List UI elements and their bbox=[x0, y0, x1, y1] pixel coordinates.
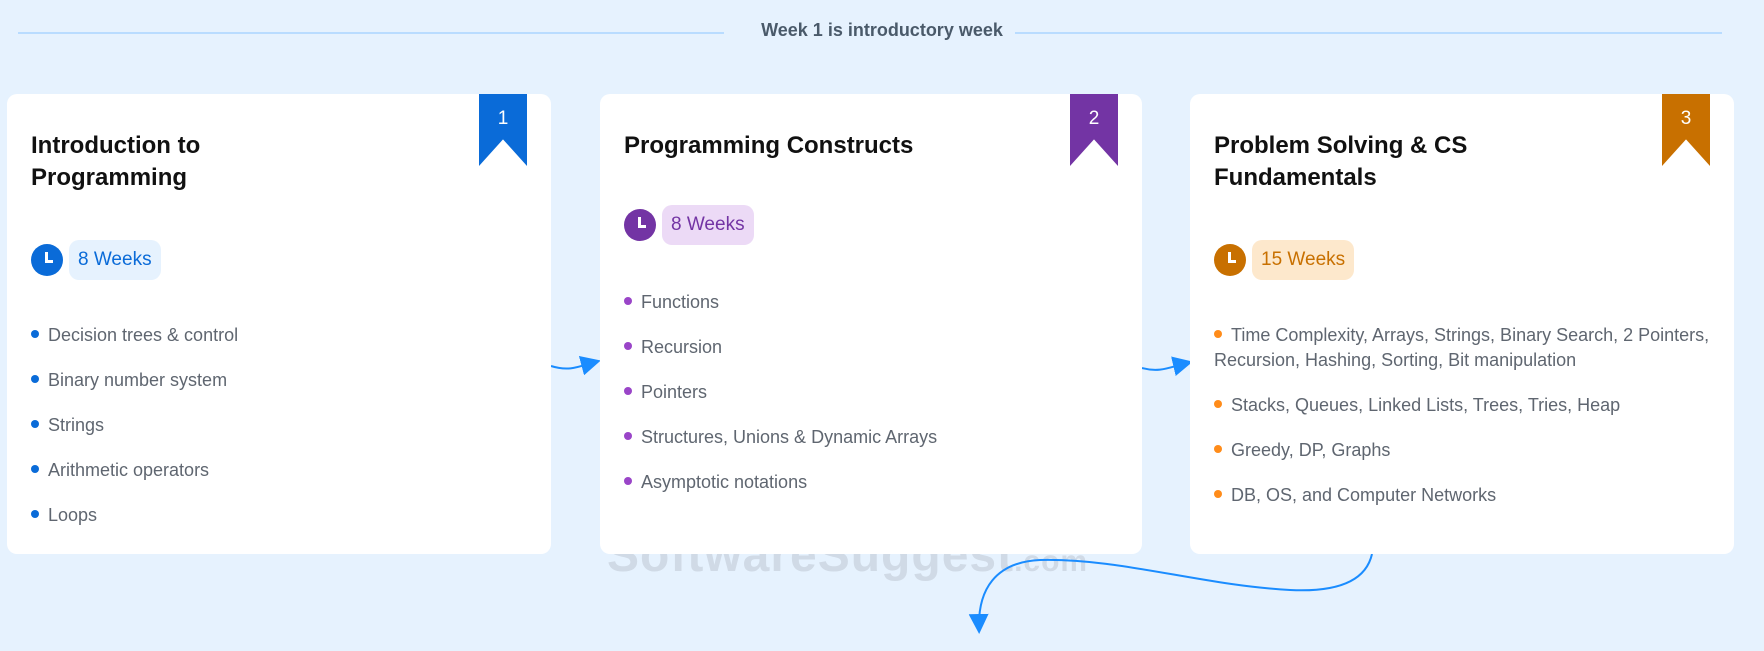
bullet-icon bbox=[624, 342, 632, 351]
topic-text: Time Complexity, Arrays, Strings, Binary… bbox=[1214, 325, 1710, 370]
duration: 8 Weeks bbox=[31, 240, 161, 280]
list-item: Structures, Unions & Dynamic Arrays bbox=[624, 425, 1124, 450]
bullet-icon bbox=[1214, 330, 1222, 339]
list-item: Binary number system bbox=[31, 368, 531, 393]
topic-text: Recursion bbox=[641, 337, 723, 357]
duration: 8 Weeks bbox=[624, 205, 754, 245]
clock-icon bbox=[624, 209, 656, 241]
list-item: Asymptotic notations bbox=[624, 470, 1124, 495]
topic-text: Structures, Unions & Dynamic Arrays bbox=[641, 427, 938, 447]
divider-right bbox=[1015, 32, 1722, 34]
card-title: Introduction to Programming bbox=[31, 132, 201, 191]
bullet-icon bbox=[1214, 445, 1222, 454]
topic-text: Loops bbox=[48, 505, 98, 525]
duration-pill: 8 Weeks bbox=[69, 240, 161, 280]
list-item: Functions bbox=[624, 290, 1124, 315]
topic-list: Functions Recursion Pointers Structures,… bbox=[624, 290, 1124, 515]
arrow-1-to-2 bbox=[550, 355, 601, 376]
list-item: Greedy, DP, Graphs bbox=[1214, 438, 1714, 463]
list-item: Decision trees & control bbox=[31, 323, 531, 348]
course-card-3[interactable]: 3 Problem Solving & CS Fundamentals 15 W… bbox=[1190, 94, 1734, 554]
clock-icon bbox=[31, 244, 63, 276]
topic-text: Decision trees & control bbox=[48, 325, 239, 345]
topic-list: Decision trees & control Binary number s… bbox=[31, 323, 531, 548]
topic-list: Time Complexity, Arrays, Strings, Binary… bbox=[1214, 323, 1714, 528]
clock-icon bbox=[1214, 244, 1246, 276]
bullet-icon bbox=[31, 375, 39, 384]
duration-pill: 15 Weeks bbox=[1252, 240, 1355, 280]
divider-left bbox=[18, 32, 724, 34]
topic-text: Asymptotic notations bbox=[641, 472, 808, 492]
list-item: Loops bbox=[31, 503, 531, 528]
week-note-wrap: Week 1 is introductory week bbox=[0, 20, 1764, 41]
bullet-icon bbox=[31, 420, 39, 429]
course-card-2[interactable]: 2 Programming Constructs 8 Weeks Functio… bbox=[600, 94, 1142, 554]
arrow-2-to-3 bbox=[1141, 356, 1193, 376]
arrow-3-to-next bbox=[968, 553, 1373, 634]
bullet-icon bbox=[31, 465, 39, 474]
topic-text: Stacks, Queues, Linked Lists, Trees, Tri… bbox=[1231, 395, 1621, 415]
list-item: Pointers bbox=[624, 380, 1124, 405]
bullet-icon bbox=[1214, 490, 1222, 499]
list-item: Strings bbox=[31, 413, 531, 438]
step-number: 3 bbox=[1680, 108, 1692, 129]
card-title: Problem Solving & CS Fundamentals bbox=[1214, 132, 1468, 191]
topic-text: Binary number system bbox=[48, 370, 228, 390]
course-card-1[interactable]: 1 Introduction to Programming 8 Weeks De… bbox=[7, 94, 551, 554]
step-ribbon: 2 bbox=[1070, 94, 1118, 166]
bullet-icon bbox=[624, 297, 632, 306]
bullet-icon bbox=[1214, 400, 1222, 409]
step-number: 2 bbox=[1088, 108, 1100, 129]
topic-text: Pointers bbox=[641, 382, 708, 402]
topic-text: Strings bbox=[48, 415, 105, 435]
list-item: Arithmetic operators bbox=[31, 458, 531, 483]
step-ribbon: 1 bbox=[479, 94, 527, 166]
list-item: Stacks, Queues, Linked Lists, Trees, Tri… bbox=[1214, 393, 1714, 418]
bullet-icon bbox=[624, 477, 632, 486]
list-item: Time Complexity, Arrays, Strings, Binary… bbox=[1214, 323, 1714, 373]
topic-text: Arithmetic operators bbox=[48, 460, 210, 480]
bullet-icon bbox=[31, 330, 39, 339]
step-number: 1 bbox=[497, 108, 509, 129]
week-note: Week 1 is introductory week bbox=[749, 20, 1015, 40]
bullet-icon bbox=[624, 432, 632, 441]
bullet-icon bbox=[31, 510, 39, 519]
duration: 15 Weeks bbox=[1214, 240, 1355, 280]
list-item: DB, OS, and Computer Networks bbox=[1214, 483, 1714, 508]
list-item: Recursion bbox=[624, 335, 1124, 360]
duration-pill: 8 Weeks bbox=[662, 205, 754, 245]
step-ribbon: 3 bbox=[1662, 94, 1710, 166]
topic-text: Functions bbox=[641, 292, 720, 312]
bullet-icon bbox=[624, 387, 632, 396]
topic-text: Greedy, DP, Graphs bbox=[1231, 440, 1391, 460]
card-title: Programming Constructs bbox=[624, 132, 914, 159]
topic-text: DB, OS, and Computer Networks bbox=[1231, 485, 1497, 505]
